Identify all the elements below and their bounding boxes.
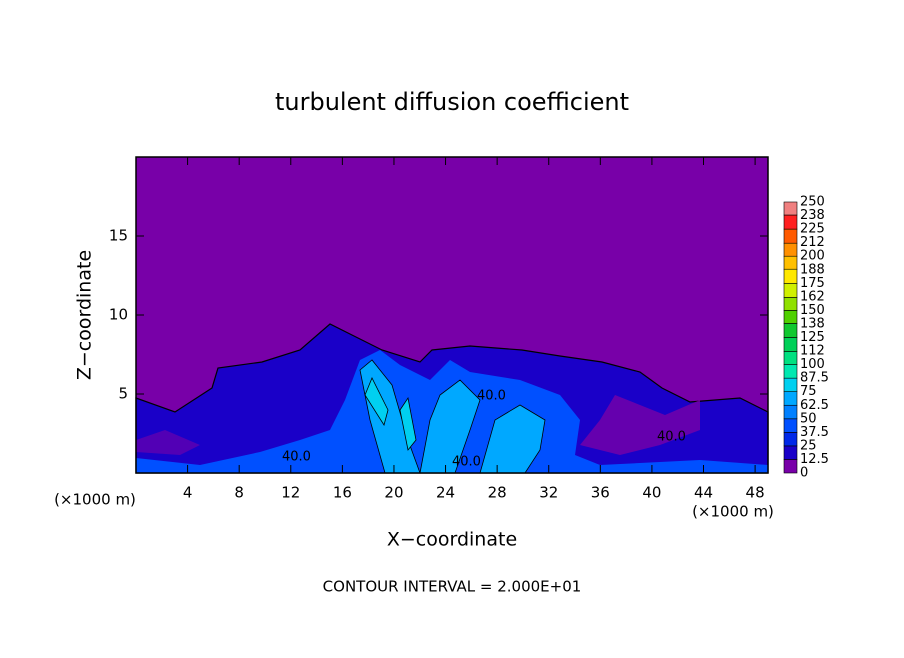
colorbar-label: 238 <box>800 208 825 223</box>
colorbar-swatch <box>783 364 798 379</box>
y-unit: (×1000 m) <box>692 503 774 521</box>
colorbar-label: 100 <box>800 357 825 372</box>
colorbar-label: 188 <box>800 262 825 277</box>
x-tick-label: 24 <box>436 484 455 502</box>
colorbar-label: 12.5 <box>800 452 829 467</box>
colorbar-swatch <box>783 445 798 460</box>
x-unit: (×1000 m) <box>54 491 136 509</box>
colorbar-swatch <box>783 201 798 216</box>
colorbar-swatch <box>783 351 798 365</box>
x-axis-label: X−coordinate <box>387 529 517 551</box>
colorbar-swatch <box>783 242 798 257</box>
colorbar-swatch <box>783 377 798 392</box>
colorbar-label: 175 <box>800 276 825 291</box>
x-tick-label: 40 <box>642 484 661 502</box>
x-tick-label: 36 <box>591 484 610 502</box>
colorbar-swatch <box>783 310 798 324</box>
colorbar-swatch <box>783 418 798 433</box>
colorbar-label: 200 <box>800 249 825 264</box>
colorbar-label: 62.5 <box>800 398 829 413</box>
colorbar-swatch <box>783 268 798 284</box>
contour-label: 40.0 <box>452 455 481 470</box>
colorbar-swatch <box>783 391 798 406</box>
colorbar-swatch <box>783 297 798 311</box>
colorbar-swatch <box>783 323 798 338</box>
colorbar-label: 75 <box>800 384 817 399</box>
field <box>135 157 769 474</box>
colorbar-swatch <box>783 282 798 298</box>
x-tick-label: 4 <box>183 484 193 502</box>
colorbar-label: 212 <box>800 235 825 250</box>
y-tick-label: 15 <box>109 227 128 245</box>
x-tick-label: 28 <box>488 484 507 502</box>
contour-label: 40.0 <box>477 389 506 404</box>
colorbar-swatch <box>783 214 798 230</box>
colorbar-swatch <box>783 228 798 244</box>
x-tick-label: 48 <box>746 484 765 502</box>
x-tick-label: 8 <box>234 484 244 502</box>
colorbar-label: 50 <box>800 411 817 426</box>
colorbar-swatch <box>783 459 798 474</box>
x-tick-label: 44 <box>694 484 713 502</box>
colorbar-swatch <box>783 255 798 270</box>
footer: CONTOUR INTERVAL = 2.000E+01 <box>323 578 582 596</box>
x-tick-label: 16 <box>333 484 352 502</box>
x-tick-label: 32 <box>539 484 558 502</box>
colorbar-label: 162 <box>800 289 825 304</box>
y-tick-label: 5 <box>118 385 128 403</box>
y-tick-label: 10 <box>109 306 128 324</box>
colorbar-label: 125 <box>800 330 825 345</box>
colorbar-label: 138 <box>800 316 825 331</box>
colorbar-swatch <box>783 404 798 420</box>
y-axis-label: Z−coordinate <box>74 250 96 380</box>
colorbar-label: 150 <box>800 303 825 318</box>
contour-label: 40.0 <box>657 430 686 445</box>
colorbar-label: 25 <box>800 438 817 453</box>
colorbar-swatch <box>783 432 798 447</box>
colorbar-label: 250 <box>800 195 825 210</box>
x-tick-label: 20 <box>384 484 403 502</box>
colorbar-label: 0 <box>800 466 808 481</box>
x-tick-label: 12 <box>281 484 300 502</box>
colorbar-label: 87.5 <box>800 371 829 386</box>
chart-title: turbulent diffusion coefficient <box>275 88 629 116</box>
colorbar-label: 37.5 <box>800 425 829 440</box>
contour-label: 40.0 <box>282 450 311 465</box>
colorbar-swatch <box>783 337 798 352</box>
colorbar-label: 112 <box>800 344 825 359</box>
colorbar-label: 225 <box>800 222 825 237</box>
